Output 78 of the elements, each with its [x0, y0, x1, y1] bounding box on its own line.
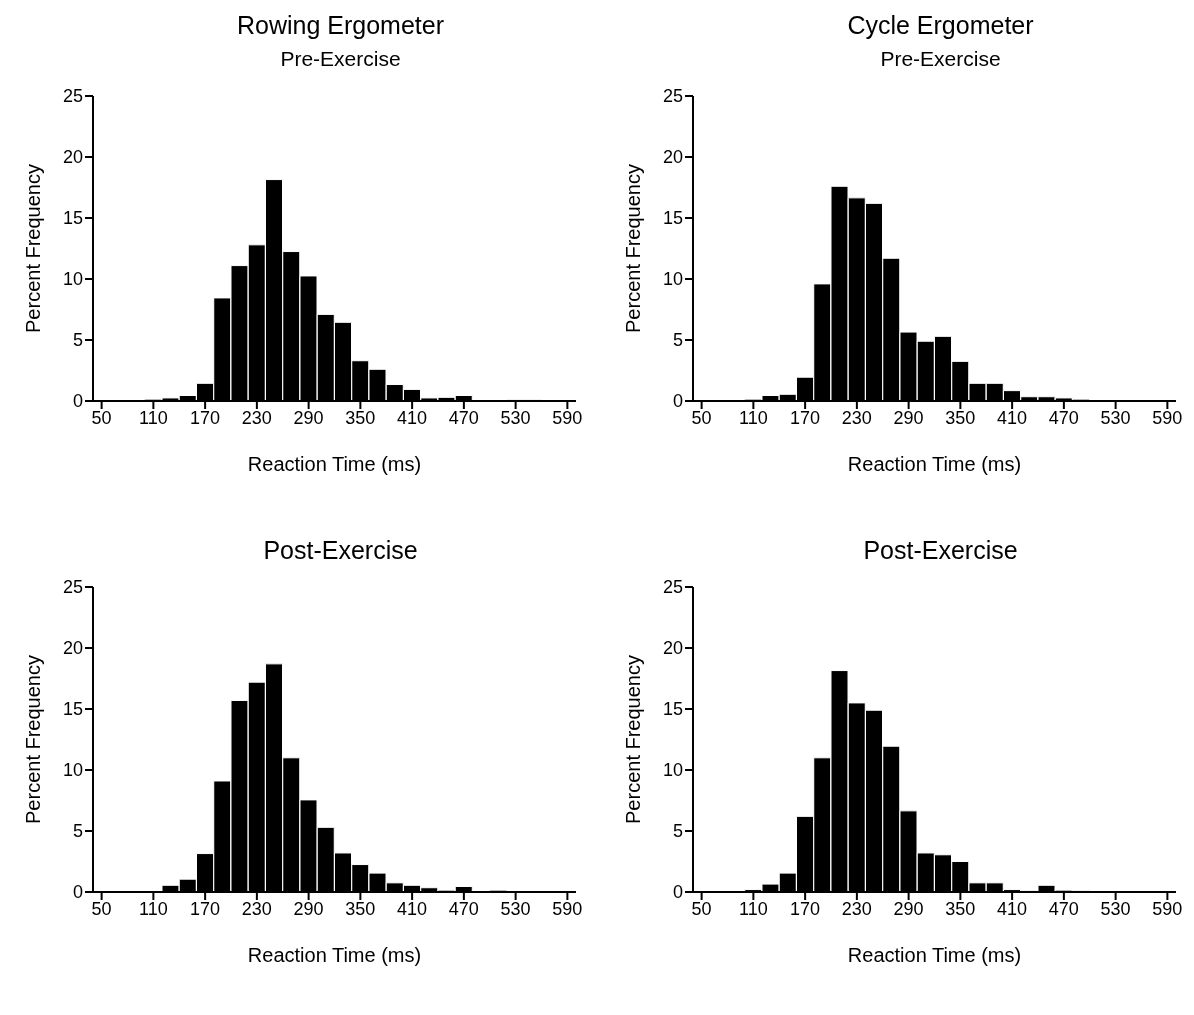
y-tick-label: 0 [72, 391, 83, 412]
x-tick-label: 50 [91, 407, 112, 428]
x-tick-label: 350 [345, 407, 376, 428]
x-tick-label: 170 [790, 407, 821, 428]
y-tick-label: 15 [62, 699, 83, 720]
y-tick-label: 10 [62, 269, 83, 290]
y-tick-label: 10 [662, 760, 683, 781]
x-tick-label: 530 [1100, 898, 1131, 919]
x-tick-label: 290 [293, 898, 324, 919]
y-tick-label: 20 [62, 638, 83, 659]
x-tick-label: 170 [190, 407, 221, 428]
x-tick-label: 530 [500, 898, 531, 919]
x-tick-label: 590 [552, 407, 583, 428]
x-tick-label: 110 [139, 898, 168, 919]
y-tick-label: 20 [62, 147, 83, 168]
x-tick-label: 230 [841, 407, 872, 428]
x-tick-label: 290 [893, 407, 924, 428]
x-tick-label: 410 [397, 407, 428, 428]
chart-subtitle: Pre-Exercise [279, 46, 402, 72]
y-axis-title: Percent Frequency [22, 164, 45, 333]
y-tick-label: 5 [72, 330, 83, 351]
x-tick-label: 410 [997, 407, 1028, 428]
y-tick-label: 25 [62, 86, 83, 107]
y-axis-title: Percent Frequency [622, 655, 645, 824]
x-tick-label: 290 [293, 407, 324, 428]
x-tick-label: 50 [91, 898, 112, 919]
x-tick-label: 350 [945, 898, 976, 919]
y-tick-label: 25 [62, 577, 83, 598]
y-tick-label: 20 [662, 147, 683, 168]
y-tick-label: 10 [62, 760, 83, 781]
y-tick-label: 0 [72, 882, 83, 903]
x-tick-label: 230 [241, 407, 272, 428]
y-axis-title: Percent Frequency [622, 164, 645, 333]
y-tick-label: 5 [672, 821, 683, 842]
chart-title: Post-Exercise [862, 535, 1019, 566]
x-tick-label: 410 [997, 898, 1028, 919]
x-tick-label: 110 [739, 898, 768, 919]
x-tick-label: 470 [1048, 407, 1079, 428]
chart-title: Rowing Ergometer [236, 10, 445, 41]
y-tick-label: 15 [662, 208, 683, 229]
y-tick-label: 5 [72, 821, 83, 842]
chart-subtitle: Pre-Exercise [879, 46, 1002, 72]
x-tick-label: 290 [893, 898, 924, 919]
y-tick-label: 25 [662, 86, 683, 107]
x-tick-label: 50 [691, 898, 712, 919]
y-tick-label: 25 [662, 577, 683, 598]
x-tick-label: 110 [739, 407, 768, 428]
x-axis-title: Reaction Time (ms) [247, 453, 422, 475]
x-tick-label: 470 [448, 407, 479, 428]
x-tick-label: 170 [190, 898, 221, 919]
y-tick-label: 0 [672, 882, 683, 903]
x-tick-label: 170 [790, 898, 821, 919]
x-tick-label: 110 [139, 407, 168, 428]
x-tick-label: 530 [500, 407, 531, 428]
x-tick-label: 350 [345, 898, 376, 919]
y-tick-label: 15 [662, 699, 683, 720]
y-tick-label: 20 [662, 638, 683, 659]
x-tick-label: 410 [397, 898, 428, 919]
chart-title: Post-Exercise [262, 535, 419, 566]
x-tick-label: 530 [1100, 407, 1131, 428]
x-tick-label: 230 [841, 898, 872, 919]
y-tick-label: 0 [672, 391, 683, 412]
x-tick-label: 590 [1152, 407, 1183, 428]
x-axis-title: Reaction Time (ms) [847, 453, 1022, 475]
x-tick-label: 470 [1048, 898, 1079, 919]
x-axis-title: Reaction Time (ms) [847, 944, 1022, 966]
x-tick-label: 470 [448, 898, 479, 919]
chart-title: Cycle Ergometer [846, 10, 1035, 41]
y-tick-label: 5 [672, 330, 683, 351]
y-tick-label: 15 [62, 208, 83, 229]
x-tick-label: 590 [552, 898, 583, 919]
x-tick-label: 350 [945, 407, 976, 428]
x-axis-title: Reaction Time (ms) [247, 944, 422, 966]
y-axis-title: Percent Frequency [22, 655, 45, 824]
x-tick-label: 230 [241, 898, 272, 919]
x-tick-label: 590 [1152, 898, 1183, 919]
x-tick-label: 50 [691, 407, 712, 428]
y-tick-label: 10 [662, 269, 683, 290]
